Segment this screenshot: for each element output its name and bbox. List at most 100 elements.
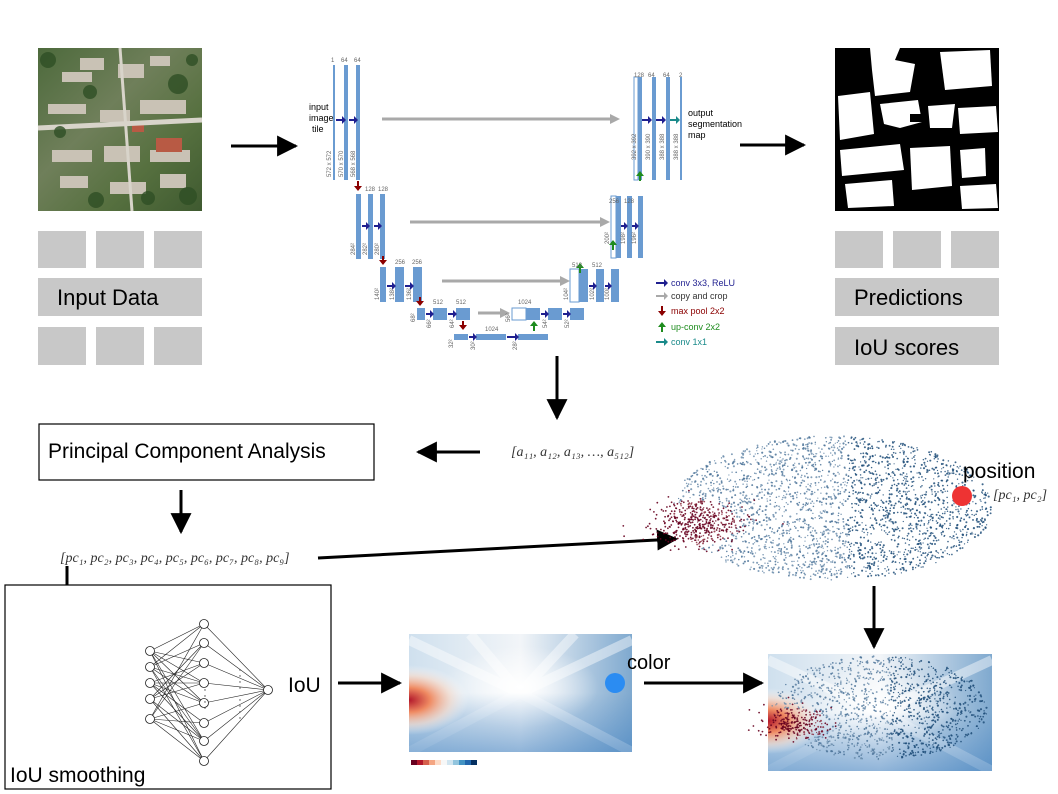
scatter-point xyxy=(751,547,753,549)
scatter-point xyxy=(865,570,867,572)
scatter-point xyxy=(900,495,904,498)
scatter-point xyxy=(763,536,765,538)
scatter-point xyxy=(899,473,902,476)
scatter-point xyxy=(796,725,799,728)
scatter-point xyxy=(698,545,701,548)
scatter-point xyxy=(752,521,755,524)
scatter-point xyxy=(801,466,804,469)
scatter-point xyxy=(928,661,931,664)
scatter-point xyxy=(703,527,706,530)
scatter-point xyxy=(761,446,764,448)
scatter-point xyxy=(819,537,821,539)
scatter-point xyxy=(840,681,842,684)
scatter-point xyxy=(909,670,912,673)
scatter-point xyxy=(787,465,789,467)
scatter-point xyxy=(725,499,728,502)
scatter-point xyxy=(815,669,818,672)
scatter-point xyxy=(863,536,865,539)
scatter-point xyxy=(903,553,905,556)
scatter-point xyxy=(908,543,910,546)
scatter-point xyxy=(756,522,759,525)
scatter-point xyxy=(767,492,770,495)
scatter-point xyxy=(713,515,716,517)
scatter-point xyxy=(675,519,677,522)
scatter-point xyxy=(700,467,702,470)
scatter-point xyxy=(765,445,768,447)
scatter-point xyxy=(752,543,755,545)
scatter-point xyxy=(914,497,916,499)
scatter-point xyxy=(862,527,865,531)
overlay-scatter-points xyxy=(747,655,988,761)
scatter-point xyxy=(782,440,785,443)
scatter-point xyxy=(767,565,770,567)
scatter-point xyxy=(914,512,917,515)
scatter-point xyxy=(863,566,865,568)
scatter-point xyxy=(806,566,809,569)
scatter-point xyxy=(872,678,875,680)
scatter-point xyxy=(905,491,907,493)
scatter-point xyxy=(870,733,873,735)
scatter-point xyxy=(674,517,677,520)
scatter-point xyxy=(779,456,781,459)
scatter-point xyxy=(805,737,807,740)
scatter-point xyxy=(781,459,783,461)
scatter-point xyxy=(916,498,919,500)
scatter-point xyxy=(826,561,828,564)
predictions-grid: Predictions IoU scores xyxy=(835,231,999,365)
scatter-point xyxy=(865,661,868,663)
scatter-point xyxy=(864,691,866,693)
scatter-point xyxy=(784,562,786,564)
scatter-point xyxy=(940,555,943,558)
scatter-point xyxy=(810,457,812,460)
scatter-point xyxy=(908,715,910,717)
scatter-point xyxy=(958,483,960,485)
scatter-point xyxy=(838,436,841,439)
scatter-point xyxy=(940,732,943,734)
scatter-point xyxy=(723,523,725,526)
scatter-point xyxy=(880,478,883,481)
scatter-point xyxy=(955,506,957,508)
scatter-point xyxy=(816,736,818,738)
legend-copy-icon xyxy=(656,292,668,300)
scatter-point xyxy=(933,716,936,719)
scatter-point xyxy=(923,524,925,526)
scatter-point xyxy=(718,498,721,500)
scatter-point xyxy=(765,541,767,543)
scatter-point xyxy=(813,673,816,676)
scatter-point xyxy=(869,715,872,718)
scatter-point xyxy=(910,711,912,714)
scatter-point xyxy=(772,463,776,466)
scatter-point xyxy=(915,702,917,705)
scatter-point xyxy=(890,538,893,541)
scatter-point xyxy=(842,481,844,484)
color-label: color xyxy=(627,652,671,674)
scatter-point xyxy=(721,547,724,550)
scatter-point xyxy=(888,568,890,570)
scatter-point xyxy=(917,747,919,749)
scatter-point xyxy=(865,696,868,699)
scatter-point xyxy=(837,521,840,524)
input-data-label: Input Data xyxy=(57,285,159,310)
scatter-point xyxy=(877,491,880,493)
scatter-point xyxy=(839,722,841,724)
scatter-point xyxy=(951,482,954,485)
scatter-point xyxy=(780,470,783,473)
scatter-point xyxy=(837,752,840,755)
scatter-point xyxy=(886,515,889,518)
scatter-point xyxy=(837,547,839,550)
scatter-point xyxy=(849,673,852,676)
scatter-point xyxy=(953,673,956,676)
scatter-point xyxy=(879,543,882,546)
scatter-point xyxy=(784,439,787,443)
scatter-point xyxy=(852,438,856,441)
scatter-point xyxy=(716,536,719,539)
scatter-point xyxy=(786,459,788,461)
scatter-point xyxy=(769,503,772,506)
scatter-point xyxy=(786,480,789,482)
scatter-point xyxy=(825,708,827,710)
scatter-point xyxy=(956,676,959,679)
svg-text:388 x 388: 388 x 388 xyxy=(674,133,680,160)
scatter-point xyxy=(851,738,854,741)
scatter-point xyxy=(698,548,700,551)
colorbar-swatch xyxy=(435,760,441,765)
